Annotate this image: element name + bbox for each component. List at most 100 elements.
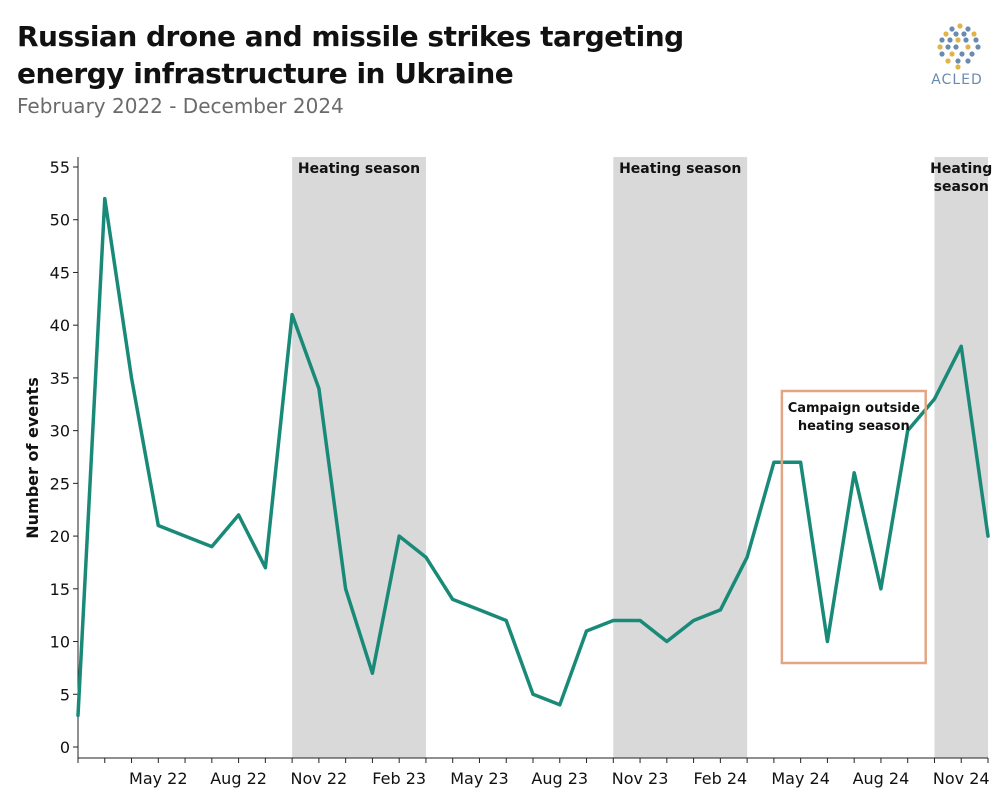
y-axis-label: Number of events <box>23 377 42 538</box>
x-tick-label: Nov 23 <box>612 769 669 788</box>
data-point <box>531 692 535 696</box>
y-tick-label: 35 <box>50 369 70 388</box>
data-point <box>852 471 856 475</box>
x-tick-label: May 22 <box>129 769 188 788</box>
data-point <box>156 524 160 528</box>
data-point <box>665 640 669 644</box>
data-point <box>906 429 910 433</box>
y-tick-label: 30 <box>50 422 70 441</box>
data-point <box>611 618 615 622</box>
logo-dot <box>961 31 967 37</box>
logo-text: ACLED <box>931 72 983 88</box>
data-point <box>451 597 455 601</box>
data-point <box>879 587 883 591</box>
data-point <box>477 608 481 612</box>
x-tick-label: Aug 23 <box>531 769 588 788</box>
y-tick-label: 5 <box>60 685 70 704</box>
chart-subtitle: February 2022 - December 2024 <box>17 94 344 118</box>
data-point <box>638 618 642 622</box>
logo-dot <box>969 51 975 57</box>
y-tick-label: 45 <box>50 263 70 282</box>
logo-dot <box>955 37 961 43</box>
data-point <box>932 397 936 401</box>
heating-season-band <box>934 157 988 758</box>
data-point <box>76 713 80 717</box>
data-point <box>424 555 428 559</box>
logo-dot <box>971 31 977 37</box>
x-tick-label: Aug 24 <box>853 769 910 788</box>
y-tick-label: 50 <box>50 211 70 230</box>
x-tick-label: May 23 <box>450 769 509 788</box>
y-tick-label: 55 <box>50 158 70 177</box>
logo-dot <box>957 23 963 29</box>
logo-dot <box>949 51 955 57</box>
x-tick-label: Nov 22 <box>291 769 348 788</box>
data-point <box>799 460 803 464</box>
heating-season-label: Heating season <box>619 161 741 177</box>
y-tick-label: 25 <box>50 474 70 493</box>
heating-season-band <box>613 157 748 758</box>
data-point <box>825 640 829 644</box>
data-point <box>317 386 321 390</box>
data-point <box>210 545 214 549</box>
events-line <box>76 196 990 718</box>
logo-dot <box>949 26 955 32</box>
x-tick-label: Nov 24 <box>933 769 990 788</box>
data-point <box>370 671 374 675</box>
y-tick-label: 40 <box>50 316 70 335</box>
logo-dot <box>939 51 945 57</box>
x-tick-label: Aug 22 <box>210 769 267 788</box>
x-tick-label: May 24 <box>771 769 830 788</box>
logo-dot <box>973 37 979 43</box>
logo-dot <box>937 44 943 50</box>
data-point <box>745 555 749 559</box>
data-point <box>397 534 401 538</box>
logo-dot <box>975 44 981 50</box>
data-point <box>986 534 990 538</box>
annotation-box <box>780 389 927 665</box>
data-point <box>718 608 722 612</box>
data-point <box>103 197 107 201</box>
heating-season-band <box>292 157 426 758</box>
logo-dot <box>955 58 961 64</box>
data-point <box>692 618 696 622</box>
data-point <box>263 566 267 570</box>
data-point <box>959 344 963 348</box>
logo-dot <box>965 58 971 64</box>
data-point <box>183 534 187 538</box>
y-tick-label: 10 <box>50 633 70 652</box>
heating-season-label: Heating season <box>298 161 420 177</box>
logo-dot <box>945 44 951 50</box>
globe-icon <box>937 23 981 70</box>
x-tick-label: Feb 23 <box>372 769 426 788</box>
y-tick-label: 0 <box>60 738 70 757</box>
data-point <box>290 313 294 317</box>
data-point <box>344 587 348 591</box>
logo-dot <box>947 37 953 43</box>
y-tick-label: 15 <box>50 580 70 599</box>
logo-dot <box>963 37 969 43</box>
logo-dot <box>965 44 971 50</box>
heating-season-label: season <box>934 179 989 195</box>
logo-dot <box>943 31 949 37</box>
annotation-text: Campaign outside <box>788 401 920 416</box>
chart-title: Russian drone and missile strikes target… <box>17 20 684 90</box>
data-point <box>772 460 776 464</box>
heating-season-label: Heating <box>930 161 992 177</box>
logo-dot <box>959 51 965 57</box>
logo-dot <box>955 64 961 70</box>
x-tick-label: Feb 24 <box>693 769 747 788</box>
logo-dot <box>939 37 945 43</box>
y-tick-label: 20 <box>50 527 70 546</box>
data-point <box>130 376 134 380</box>
annotation-text: heating season <box>798 419 910 434</box>
logo-dot <box>965 26 971 32</box>
data-point <box>237 513 241 517</box>
logo-dot <box>945 58 951 64</box>
logo-dot <box>953 31 959 37</box>
data-point <box>558 703 562 707</box>
acled-logo: ACLED <box>924 20 990 100</box>
data-point <box>504 618 508 622</box>
data-point <box>585 629 589 633</box>
